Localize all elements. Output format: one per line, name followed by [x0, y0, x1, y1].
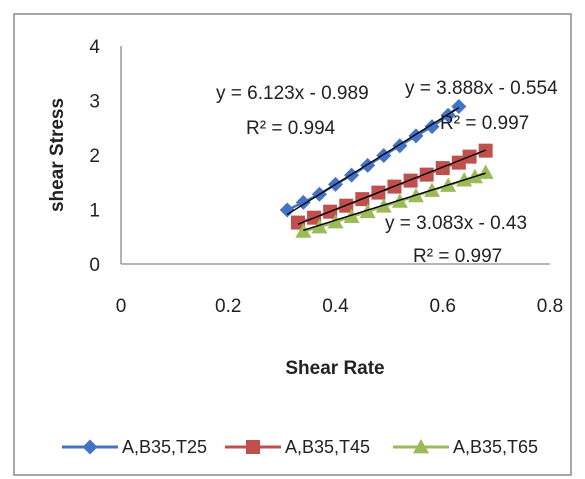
- x-tick-labels: 0 0.2 0.4 0.6 0.8: [116, 296, 564, 317]
- data-point: [290, 215, 305, 230]
- legend-label: A,B35,T65: [453, 437, 538, 457]
- r2-label-t25: R² = 0.994: [246, 118, 336, 139]
- legend-marker: [246, 440, 260, 454]
- y-tick-label: 4: [89, 37, 100, 58]
- axes: [120, 46, 550, 265]
- legend-item: A,B35,T65: [393, 437, 538, 457]
- y-tick-labels: 0 1 2 3 4: [89, 37, 100, 276]
- legend-marker: [82, 439, 98, 455]
- x-tick-label: 0.6: [430, 296, 456, 317]
- x-tick-label: 0.2: [215, 296, 241, 317]
- legend-item: A,B35,T25: [62, 437, 207, 457]
- trendline: [286, 107, 460, 216]
- y-tick-label: 3: [89, 92, 100, 113]
- data-point: [311, 218, 328, 234]
- data-point: [419, 167, 434, 182]
- equation-label-t45: y = 3.888x - 0.554: [405, 78, 558, 99]
- trendline: [297, 149, 486, 225]
- legend-label: A,B35,T45: [285, 437, 370, 457]
- data-point: [435, 161, 450, 176]
- x-tick-label: 0.8: [537, 296, 563, 317]
- trendlines: [286, 107, 486, 231]
- trendline: [303, 172, 486, 231]
- x-tick-label: 0.4: [322, 296, 349, 317]
- data-point: [359, 203, 376, 219]
- legend-item: A,B35,T45: [225, 437, 370, 457]
- legend-marker: [413, 439, 429, 454]
- r2-label-t65: R² = 0.997: [413, 246, 502, 267]
- equation-label-t25: y = 6.123x - 0.989: [216, 83, 369, 104]
- equation-label-t65: y = 3.083x - 0.43: [385, 213, 527, 234]
- y-tick-label: 0: [89, 255, 100, 276]
- x-tick-label: 0: [116, 296, 127, 317]
- data-point: [295, 223, 312, 238]
- y-axis-title: shear Stress: [47, 98, 68, 212]
- chart-frame: [13, 13, 572, 476]
- y-tick-label: 1: [89, 201, 100, 222]
- y-tick-label: 2: [89, 146, 100, 167]
- trendline-annotations: y = 6.123x - 0.989 R² = 0.994 y = 3.888x…: [216, 78, 558, 267]
- r2-label-t45: R² = 0.997: [440, 113, 529, 134]
- data-point: [279, 202, 295, 218]
- data-point: [477, 164, 494, 179]
- data-point: [424, 119, 440, 135]
- data-point: [327, 214, 344, 229]
- x-axis-title: Shear Rate: [285, 358, 384, 379]
- legend: A,B35,T25 A,B35,T45 A,B35,T65: [62, 437, 538, 457]
- data-point: [403, 173, 418, 188]
- legend-label: A,B35,T25: [122, 437, 207, 457]
